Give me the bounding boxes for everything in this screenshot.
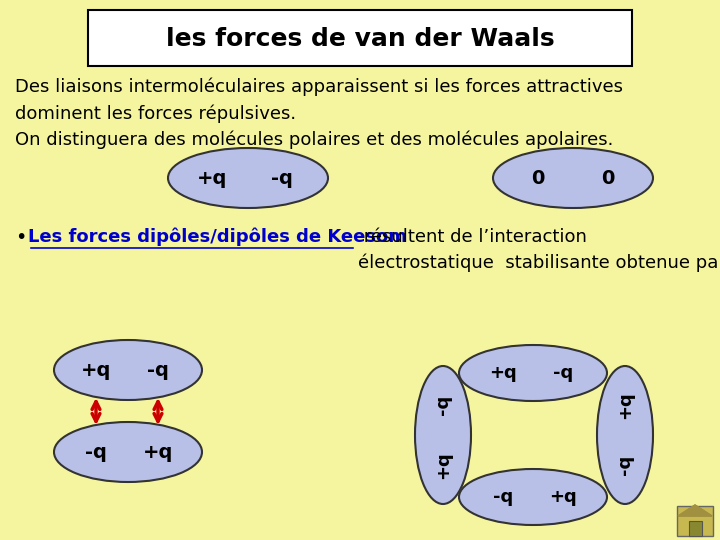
Text: +q: +q	[434, 451, 452, 479]
Text: -q: -q	[434, 395, 452, 415]
Text: 0: 0	[601, 168, 615, 187]
Text: Des liaisons intermoléculaires apparaissent si les forces attractives
dominent l: Des liaisons intermoléculaires apparaiss…	[15, 78, 623, 150]
Text: +q: +q	[81, 361, 111, 380]
Ellipse shape	[597, 366, 653, 504]
Polygon shape	[678, 505, 712, 516]
FancyBboxPatch shape	[88, 10, 632, 66]
Text: +q: +q	[143, 442, 174, 462]
Text: +q: +q	[197, 168, 228, 187]
Text: -q: -q	[493, 488, 513, 506]
Text: -q: -q	[85, 442, 107, 462]
Ellipse shape	[493, 148, 653, 208]
Ellipse shape	[415, 366, 471, 504]
Ellipse shape	[459, 345, 607, 401]
Text: •: •	[15, 228, 27, 247]
Text: -q: -q	[616, 455, 634, 475]
Text: +q: +q	[616, 391, 634, 419]
Text: les forces de van der Waals: les forces de van der Waals	[166, 27, 554, 51]
Text: Les forces dipôles/dipôles de Keesom: Les forces dipôles/dipôles de Keesom	[28, 228, 407, 246]
FancyBboxPatch shape	[677, 506, 713, 536]
Text: -q: -q	[271, 168, 293, 187]
Ellipse shape	[459, 469, 607, 525]
Polygon shape	[678, 505, 712, 516]
Text: +q: +q	[549, 488, 577, 506]
Text: -q: -q	[147, 361, 169, 380]
Ellipse shape	[54, 340, 202, 400]
Text: +q: +q	[489, 364, 517, 382]
Ellipse shape	[54, 422, 202, 482]
Text: résultent de l’interaction
électrostatique  stabilisante obtenue par orientation: résultent de l’interaction électrostatiq…	[358, 228, 720, 273]
FancyBboxPatch shape	[688, 521, 701, 536]
Text: 0: 0	[531, 168, 545, 187]
Text: -q: -q	[553, 364, 573, 382]
Ellipse shape	[168, 148, 328, 208]
